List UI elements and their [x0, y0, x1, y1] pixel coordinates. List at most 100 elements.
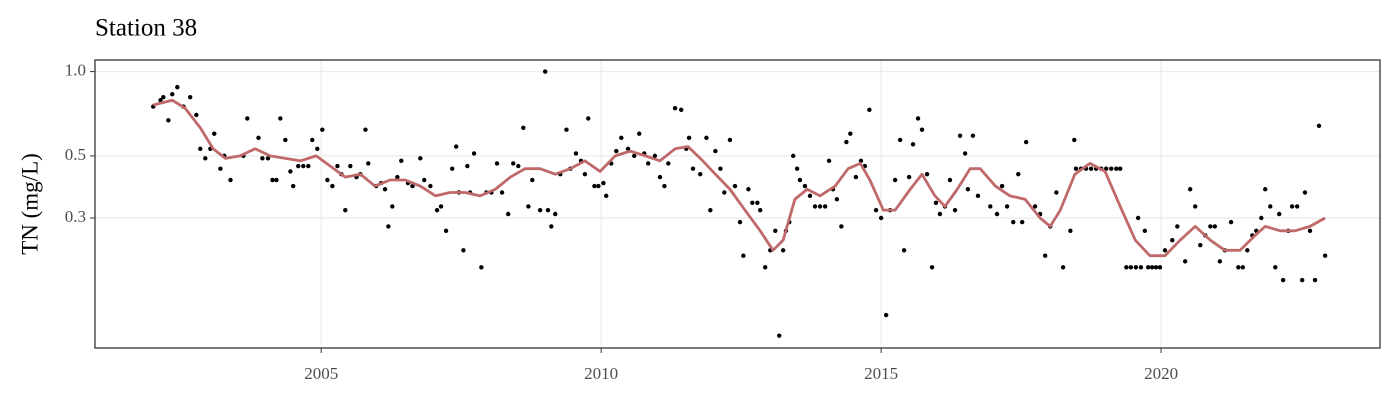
point — [198, 146, 203, 151]
point — [1175, 224, 1180, 229]
plot-border — [94, 59, 1381, 349]
point — [1109, 166, 1114, 171]
point — [1104, 166, 1109, 171]
point — [212, 131, 217, 136]
point — [325, 177, 330, 183]
point — [1228, 219, 1234, 225]
point — [698, 172, 703, 177]
point — [746, 187, 751, 192]
point — [1088, 166, 1094, 171]
point — [791, 153, 796, 159]
point — [516, 163, 521, 169]
point — [994, 211, 1000, 217]
point — [428, 183, 433, 189]
point — [686, 135, 692, 141]
point — [545, 207, 551, 213]
point — [919, 127, 925, 132]
point — [228, 177, 233, 183]
point — [343, 207, 348, 213]
point — [704, 135, 709, 141]
point — [834, 197, 840, 202]
point — [410, 183, 415, 189]
point — [652, 153, 658, 159]
point — [422, 177, 427, 183]
point — [722, 190, 727, 195]
plot-background — [95, 60, 1380, 348]
point — [278, 116, 283, 121]
point — [878, 215, 884, 221]
point — [537, 207, 543, 213]
point — [965, 187, 971, 192]
point — [750, 200, 755, 205]
point — [1268, 204, 1273, 209]
point — [301, 163, 306, 169]
point — [1149, 265, 1155, 270]
point — [586, 116, 591, 121]
point — [737, 219, 743, 225]
point — [853, 174, 859, 180]
point — [1073, 166, 1079, 171]
point — [335, 163, 340, 169]
point — [1011, 219, 1016, 225]
point — [265, 156, 271, 161]
point — [666, 161, 671, 166]
point — [988, 204, 993, 209]
point — [690, 166, 696, 171]
point — [780, 248, 786, 253]
point — [802, 183, 808, 189]
point — [386, 224, 391, 229]
point — [438, 204, 444, 209]
point — [807, 193, 813, 199]
point — [947, 177, 953, 183]
point — [1128, 265, 1134, 270]
point — [1280, 277, 1286, 283]
point — [812, 204, 818, 209]
point — [901, 248, 907, 253]
point — [453, 144, 459, 149]
point — [1162, 248, 1168, 253]
point — [1032, 204, 1038, 209]
point — [1322, 253, 1328, 258]
point — [320, 127, 325, 132]
point — [506, 211, 511, 217]
point — [596, 183, 601, 189]
point — [672, 106, 678, 111]
point — [418, 156, 423, 161]
point — [873, 207, 879, 213]
point — [883, 312, 889, 318]
point — [256, 135, 261, 141]
point — [1198, 242, 1203, 248]
point — [713, 148, 718, 154]
point — [1182, 259, 1188, 264]
point — [601, 180, 606, 186]
point — [450, 166, 455, 171]
point — [718, 166, 723, 171]
point — [1277, 211, 1282, 217]
point — [867, 107, 872, 113]
point — [1124, 265, 1129, 270]
point — [858, 158, 864, 164]
point — [187, 95, 193, 100]
y-tick-label: 0.3 — [65, 207, 86, 226]
point — [348, 163, 353, 169]
point — [999, 183, 1005, 189]
point — [461, 248, 466, 253]
point — [530, 177, 535, 183]
point — [777, 333, 782, 338]
point — [906, 174, 912, 180]
point — [797, 177, 803, 183]
point — [260, 156, 265, 161]
point — [1312, 277, 1318, 283]
point — [573, 151, 579, 156]
point — [1240, 265, 1246, 270]
x-tick-label: 2010 — [584, 364, 618, 383]
point — [826, 158, 832, 164]
point — [1145, 265, 1151, 270]
point — [1208, 224, 1213, 229]
point — [1153, 265, 1159, 270]
point — [310, 137, 315, 143]
smooth-line — [152, 98, 1326, 258]
point — [443, 228, 449, 234]
point — [1068, 228, 1073, 234]
